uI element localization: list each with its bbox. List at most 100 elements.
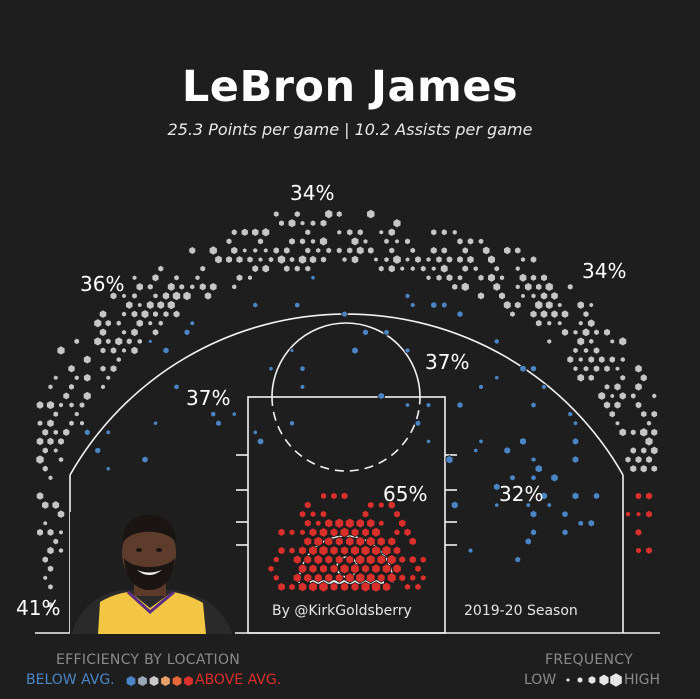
- hex-bin: [203, 291, 213, 301]
- season-label: 2019-20 Season: [464, 603, 578, 619]
- hex-bin: [629, 464, 638, 474]
- three-point-arc: [69, 313, 624, 476]
- hex-bin: [634, 491, 643, 501]
- hex-bin: [98, 309, 108, 319]
- hex-bin: [99, 346, 107, 355]
- hex-bin: [466, 237, 475, 246]
- hex-bin: [557, 320, 563, 327]
- hex-bin: [151, 328, 160, 337]
- hex-bin: [303, 536, 313, 547]
- hex-bin: [350, 254, 360, 265]
- hex-bin: [94, 446, 102, 455]
- hex-bin: [166, 281, 176, 292]
- hex-bin: [320, 492, 327, 500]
- hex-bin: [645, 455, 653, 464]
- hex-bin: [430, 228, 438, 237]
- hex-bin: [587, 373, 595, 382]
- hex-bin: [151, 273, 160, 283]
- hex-bin: [530, 474, 537, 482]
- hex-bin: [576, 336, 585, 347]
- hex-bin: [324, 518, 334, 529]
- hex-bin: [587, 355, 595, 364]
- hex-bin: [346, 228, 354, 237]
- hex-bin: [546, 501, 552, 509]
- hex-bin: [514, 283, 521, 291]
- hex-bin: [529, 509, 538, 519]
- hex-bin: [535, 319, 543, 328]
- hex-bin: [571, 455, 580, 464]
- hex-bin: [298, 545, 307, 556]
- hex-bin: [404, 256, 411, 263]
- hex-bin: [146, 283, 154, 291]
- efficiency-legend-title: EFFICIENCY BY LOCATION: [56, 652, 241, 668]
- hex-bin: [288, 237, 296, 246]
- hex-bin: [105, 374, 111, 381]
- hex-bin: [588, 301, 594, 309]
- hex-bin: [313, 572, 323, 583]
- hex-bin: [299, 219, 306, 227]
- hex-bin: [35, 436, 45, 447]
- hex-bin: [577, 519, 584, 527]
- hex-bin: [571, 437, 580, 446]
- hex-bin: [640, 410, 648, 419]
- hex-bin: [299, 237, 306, 246]
- hex-bin: [404, 292, 411, 300]
- hex-bin: [356, 228, 364, 237]
- hex-bin: [408, 555, 417, 565]
- hex-bin: [157, 319, 164, 327]
- zone-label-right-wing-three: 34%: [582, 259, 627, 283]
- hex-bin: [210, 410, 217, 418]
- hex-bin: [41, 427, 49, 437]
- hex-bin: [121, 292, 127, 300]
- hex-bin: [634, 382, 643, 392]
- hex-bin: [355, 518, 365, 529]
- hex-bin: [388, 246, 396, 255]
- hex-bin: [571, 491, 580, 501]
- hex-bin: [78, 401, 86, 409]
- hex-bin: [303, 500, 312, 510]
- legend-efficiency-hex: [171, 675, 183, 687]
- zone-label-right-baseline: 32%: [499, 482, 544, 506]
- hex-bin: [472, 265, 479, 273]
- hex-bin: [414, 419, 422, 427]
- hex-bin: [404, 582, 411, 591]
- hex-bin: [329, 563, 339, 574]
- hex-bin: [365, 572, 376, 584]
- hex-bin: [52, 537, 59, 546]
- hex-bin: [419, 555, 427, 564]
- hex-bin: [477, 273, 485, 282]
- hex-bin: [482, 245, 491, 256]
- page-subtitle: 25.3 Points per game | 10.2 Assists per …: [167, 120, 533, 139]
- player-smile: [137, 570, 162, 575]
- hex-bin: [509, 474, 516, 482]
- hex-bin: [467, 547, 474, 554]
- hex-bin: [320, 255, 327, 264]
- hex-bin: [93, 318, 103, 329]
- hex-bin: [645, 546, 653, 555]
- hex-bin: [535, 282, 543, 291]
- hex-bin: [502, 300, 512, 310]
- hex-bin: [313, 554, 323, 566]
- hex-bin: [441, 301, 448, 309]
- hex-bin: [51, 500, 60, 510]
- hex-bin: [242, 247, 248, 254]
- hex-bin: [572, 346, 579, 355]
- hex-bin: [361, 563, 370, 574]
- hex-bin: [277, 527, 286, 537]
- hex-bin: [336, 229, 343, 236]
- hex-bin: [355, 245, 365, 256]
- hex-bin: [567, 410, 574, 418]
- frequency-legend-hexes: [565, 672, 622, 688]
- hex-bin: [619, 356, 626, 363]
- hex-bin: [414, 255, 422, 264]
- hex-bin: [440, 246, 448, 255]
- hex-bin: [561, 528, 569, 537]
- hex-bin: [494, 374, 500, 381]
- free-throw-circle-bottom: [271, 396, 421, 472]
- hex-bin: [514, 246, 522, 255]
- hex-bin: [339, 526, 350, 538]
- hex-bin: [378, 519, 385, 527]
- hex-bin: [267, 564, 275, 573]
- hex-bin: [350, 581, 360, 592]
- hex-bin: [115, 319, 122, 327]
